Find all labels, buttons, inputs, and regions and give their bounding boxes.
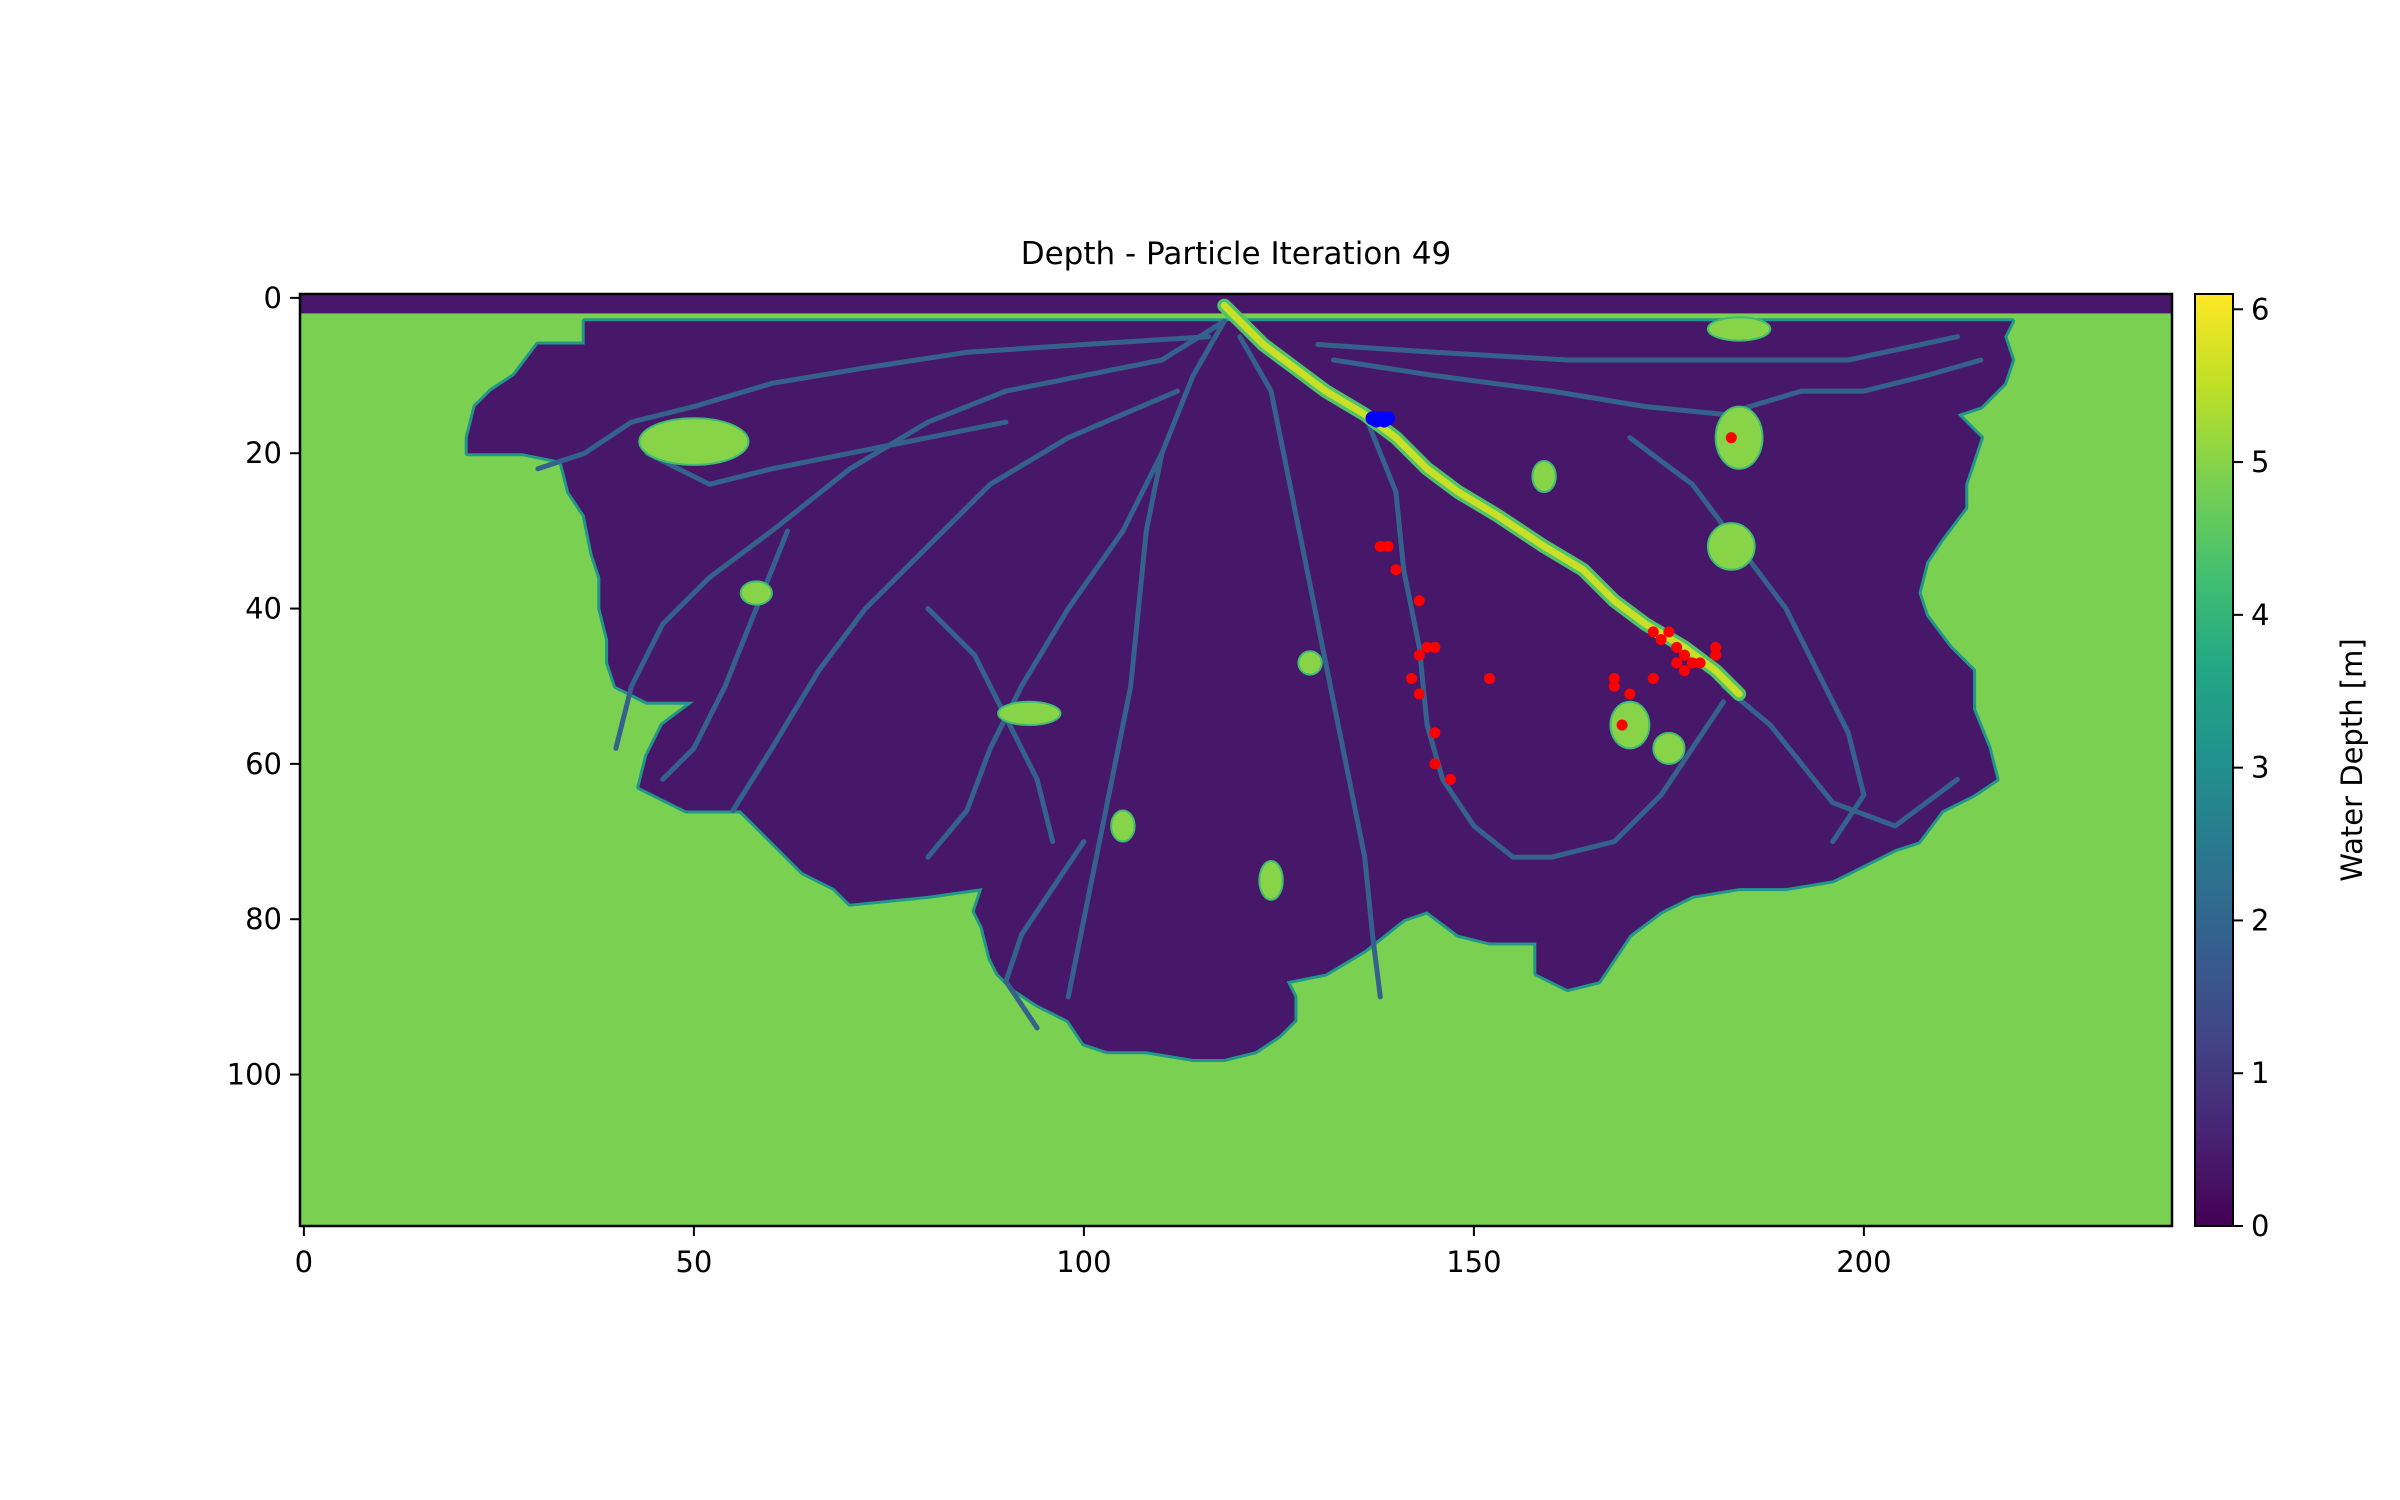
- red-particle-point: [1655, 634, 1667, 646]
- red-particle-point: [1484, 672, 1495, 684]
- red-particle-point: [1710, 641, 1722, 653]
- channel: [1721, 683, 1960, 829]
- chart-title: Depth - Particle Iteration 49: [1021, 236, 1452, 272]
- channel: [925, 450, 1165, 860]
- channel: [1315, 334, 1960, 363]
- colorbar-tick-label: 3: [2251, 751, 2269, 785]
- channel: [644, 419, 1009, 487]
- red-particle-point: [1608, 672, 1620, 684]
- top-water-strip: [300, 294, 2172, 314]
- y-tick-label: 100: [227, 1058, 282, 1092]
- inner-land-patch: [1110, 809, 1136, 843]
- y-tick-label: 80: [245, 902, 282, 936]
- plot-area: [300, 294, 2172, 1226]
- channel: [730, 388, 1180, 813]
- red-particle-point: [1624, 688, 1636, 700]
- colorbar-tick-label: 0: [2251, 1209, 2269, 1243]
- red-particle-point: [1390, 564, 1402, 576]
- channel: [1065, 318, 1227, 1000]
- colorbar-tick-label: 2: [2251, 903, 2269, 937]
- red-particle-point: [1671, 657, 1683, 669]
- inner-land-patch: [1714, 405, 1764, 470]
- inner-land-patch: [1531, 459, 1557, 494]
- inner-land-patch: [1297, 650, 1323, 676]
- red-particle-point: [1647, 672, 1659, 684]
- y-tick-label: 60: [245, 747, 282, 781]
- channel: [1627, 435, 1867, 845]
- red-particle-point: [1382, 540, 1394, 552]
- inner-land-patch: [997, 700, 1062, 727]
- red-particle-point: [1413, 649, 1425, 661]
- channel: [660, 528, 790, 782]
- red-particle-point: [1608, 680, 1620, 692]
- red-particle-point: [1671, 641, 1683, 653]
- colorbar-tick-label: 4: [2251, 598, 2269, 632]
- channel: [1003, 839, 1087, 1031]
- x-tick-label: 150: [1446, 1245, 1501, 1279]
- x-axis: 0 50 100 150 200: [295, 1226, 1892, 1279]
- channel: [613, 318, 1227, 751]
- y-tick-label: 40: [245, 592, 282, 626]
- colorbar-tick-label: 1: [2251, 1056, 2269, 1090]
- x-tick-label: 200: [1836, 1245, 1891, 1279]
- channel: [1237, 334, 1383, 1000]
- x-tick-label: 50: [675, 1245, 712, 1279]
- x-tick-label: 0: [295, 1245, 313, 1279]
- red-particle-point: [1679, 649, 1690, 661]
- depth-field: [300, 294, 2172, 1062]
- inner-land-patch: [739, 580, 773, 606]
- red-particle-point: [1647, 626, 1659, 638]
- colorbar-ticks: 0 1 2 3 4 5 6: [2233, 292, 2269, 1243]
- red-particle-point: [1445, 773, 1456, 785]
- blue-particle-point: [1381, 411, 1396, 426]
- red-particle-point: [1710, 649, 1722, 661]
- inner-land-patch: [1706, 522, 1756, 571]
- inner-land-patch: [638, 417, 750, 466]
- red-particle-point: [1429, 727, 1441, 739]
- red-particle-point: [1686, 657, 1698, 669]
- colorbar-tick-label: 6: [2251, 292, 2269, 326]
- channel: [1362, 411, 1726, 860]
- colorbar-tick-label: 5: [2251, 445, 2269, 479]
- colorbar: 0 1 2 3 4 5 6 Water Depth [m]: [2194, 292, 2369, 1243]
- y-tick-label: 20: [245, 436, 282, 470]
- particle-layer: [1365, 411, 1737, 785]
- red-particle-point: [1725, 432, 1737, 444]
- inner-land-patch: [1258, 859, 1284, 901]
- red-particle-point: [1374, 540, 1386, 552]
- red-particle-point: [1413, 688, 1425, 700]
- colorbar-label: Water Depth [m]: [2335, 638, 2369, 881]
- x-tick-label: 100: [1056, 1245, 1111, 1279]
- red-particle-point: [1413, 595, 1425, 607]
- plot-frame: [298, 292, 2174, 1228]
- red-particle-point: [1694, 657, 1706, 669]
- inner-land-patch: [1706, 316, 1772, 342]
- channel: [535, 334, 1212, 472]
- y-axis: 0 20 40 60 80 100: [227, 281, 300, 1092]
- delta-body: [467, 321, 2013, 1059]
- colorbar-gradient: [2194, 293, 2234, 1227]
- red-particle-point: [1616, 719, 1628, 731]
- red-particle-point: [1406, 672, 1417, 684]
- red-particle-point: [1421, 641, 1433, 653]
- red-particle-point: [1663, 626, 1675, 638]
- red-particle-point: [1679, 665, 1690, 677]
- red-particle-point: [1429, 641, 1441, 653]
- inner-land-patch: [1652, 731, 1686, 765]
- y-tick-label: 0: [264, 281, 282, 315]
- red-particle-point: [1429, 758, 1441, 770]
- inner-land-patch: [1609, 700, 1651, 750]
